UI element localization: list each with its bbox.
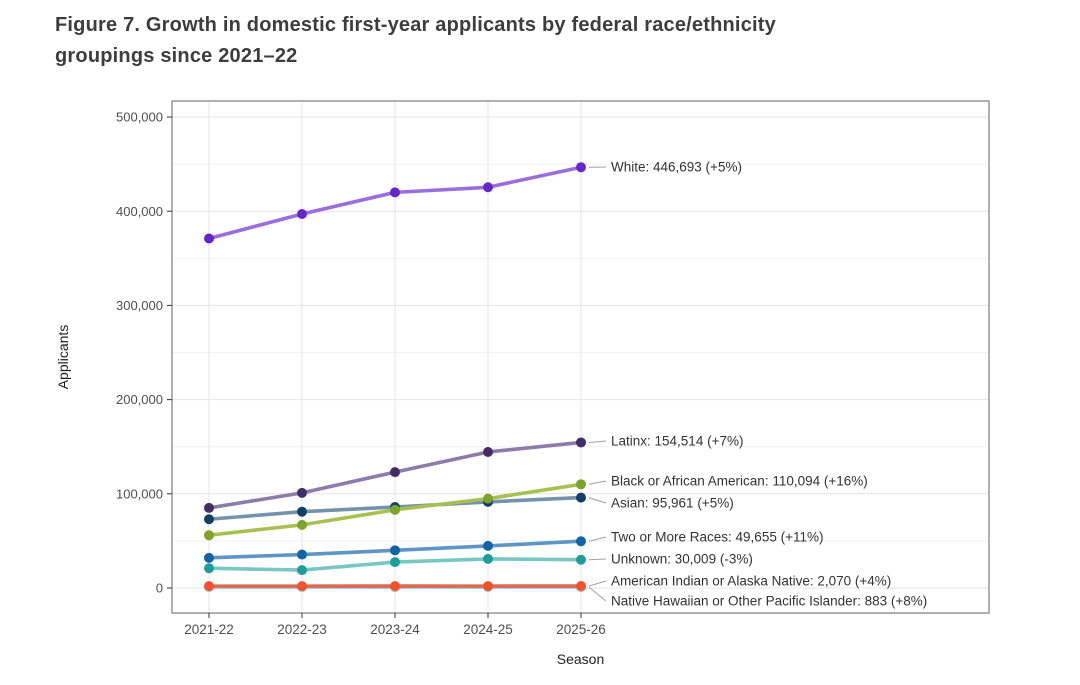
data-point-black-or-african-american-2025-26 [576,479,586,490]
y-axis-title: Applicants [55,325,71,390]
data-point-latinx-2025-26 [576,437,586,448]
data-point-black-or-african-american-2021-22 [204,530,214,541]
series-label-american-indian-or-alaska-native: American Indian or Alaska Native: 2,070 … [611,574,891,589]
leader-line-native-hawaiian-or-other-pacific-islander [588,586,607,602]
y-tick-label-500000: 500,000 [116,110,163,125]
data-point-latinx-2022-23 [297,487,307,498]
series-label-white: White: 446,693 (+5%) [611,160,742,175]
data-point-asian-2021-22 [204,514,214,525]
leader-line-two-or-more-races [588,536,607,542]
data-point-white-2022-23 [297,209,307,220]
data-point-american-indian-or-alaska-native-2022-23 [297,581,307,592]
data-point-black-or-african-american-2022-23 [297,519,307,530]
leader-line-latinx [588,440,607,443]
data-point-american-indian-or-alaska-native-2024-25 [483,581,493,592]
data-point-unknown-2021-22 [204,563,214,574]
x-tick-label-2024-25: 2024-25 [463,622,513,637]
series-label-black-or-african-american: Black or African American: 110,094 (+16%… [611,474,868,489]
data-point-two-or-more-races-2021-22 [204,552,214,563]
y-tick-label-400000: 400,000 [116,204,163,219]
data-point-latinx-2024-25 [483,446,493,457]
data-point-latinx-2023-24 [390,467,400,478]
data-point-two-or-more-races-2022-23 [297,549,307,560]
leader-line-unknown [588,558,607,561]
y-tick-label-100000: 100,000 [116,486,163,501]
data-point-black-or-african-american-2024-25 [483,493,493,504]
x-tick-label-2025-26: 2025-26 [556,622,606,637]
data-point-white-2023-24 [390,187,400,198]
data-point-asian-2022-23 [297,506,307,517]
y-tick-label-200000: 200,000 [116,392,163,407]
figure-title: Figure 7. Growth in domestic first-year … [55,10,875,72]
data-point-unknown-2022-23 [297,565,307,576]
series-label-latinx: Latinx: 154,514 (+7%) [611,434,743,449]
data-point-unknown-2024-25 [483,553,493,564]
x-axis-title: Season [557,651,604,667]
y-tick-label-300000: 300,000 [116,298,163,313]
figure-title-line2: groupings since 2021–22 [55,45,298,67]
x-tick-label-2022-23: 2022-23 [277,622,327,637]
x-tick-label-2021-22: 2021-22 [184,622,234,637]
series-label-unknown: Unknown: 30,009 (-3%) [611,552,753,567]
y-tick-label-0: 0 [156,581,163,596]
data-point-two-or-more-races-2023-24 [390,545,400,556]
figure-title-line1: Figure 7. Growth in domestic first-year … [55,14,776,36]
leader-line-black-or-african-american [588,480,607,485]
data-point-american-indian-or-alaska-native-2021-22 [204,581,214,592]
data-point-unknown-2023-24 [390,557,400,568]
data-point-white-2021-22 [204,233,214,244]
data-point-two-or-more-races-2025-26 [576,536,586,547]
data-point-black-or-african-american-2023-24 [390,504,400,515]
series-label-native-hawaiian-or-other-pacific-islander: Native Hawaiian or Other Pacific Islande… [611,594,927,609]
data-point-asian-2025-26 [576,492,586,503]
x-tick-label-2023-24: 2023-24 [370,622,420,637]
data-point-two-or-more-races-2024-25 [483,540,493,551]
data-point-white-2024-25 [483,182,493,193]
series-label-two-or-more-races: Two or More Races: 49,655 (+11%) [611,530,823,545]
data-point-unknown-2025-26 [576,554,586,565]
data-point-white-2025-26 [576,162,586,173]
data-point-american-indian-or-alaska-native-2025-26 [576,581,586,592]
leader-line-american-indian-or-alaska-native [588,580,607,587]
data-point-american-indian-or-alaska-native-2023-24 [390,581,400,592]
data-point-latinx-2021-22 [204,502,214,513]
series-label-asian: Asian: 95,961 (+5%) [611,496,734,511]
leader-line-asian [588,497,607,504]
